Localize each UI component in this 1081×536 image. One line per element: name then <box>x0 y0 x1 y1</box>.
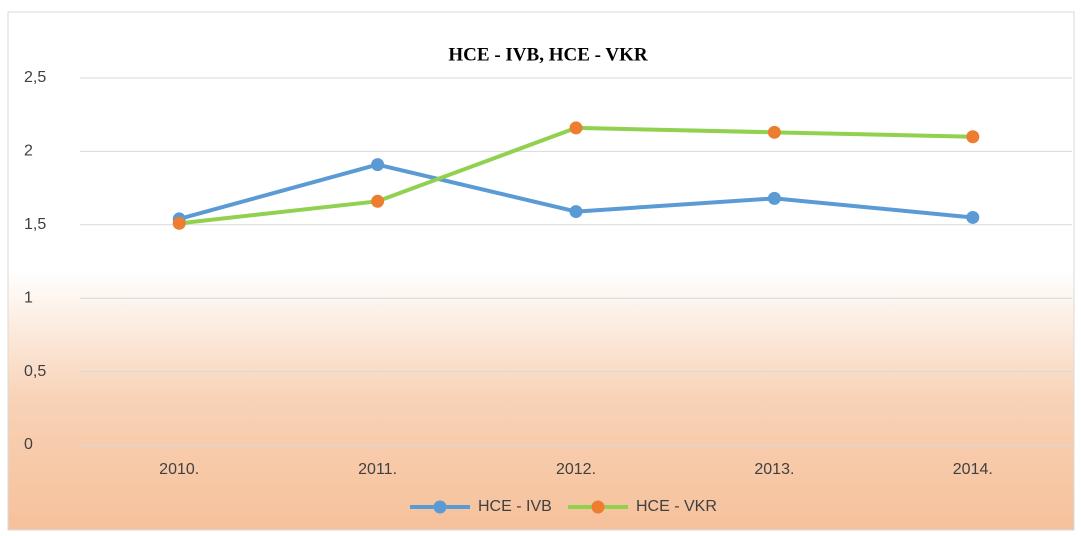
data-point <box>569 205 583 219</box>
y-tick-label: 1 <box>24 289 33 306</box>
x-tick-label: 2012. <box>556 461 596 478</box>
legend-label: HCE - IVB <box>478 498 552 515</box>
data-point <box>371 194 385 208</box>
x-tick-label: 2010. <box>159 461 199 478</box>
data-point <box>767 191 781 205</box>
y-tick-label: 2 <box>24 143 33 160</box>
y-tick-label: 0 <box>24 436 33 453</box>
legend-marker <box>433 500 447 514</box>
data-point <box>172 216 186 230</box>
y-tick-label: 0,5 <box>24 363 46 380</box>
legend-label: HCE - VKR <box>636 498 717 515</box>
y-tick-label: 2,5 <box>24 69 46 86</box>
data-point <box>569 121 583 135</box>
data-point <box>767 125 781 139</box>
x-tick-label: 2014. <box>953 461 993 478</box>
x-tick-label: 2011. <box>358 461 397 478</box>
data-point <box>371 158 385 172</box>
chart-title: HCE - IVB, HCE - VKR <box>448 44 647 65</box>
x-tick-label: 2013. <box>754 461 794 478</box>
chart-background <box>7 11 1075 531</box>
legend-marker <box>591 500 605 514</box>
data-point <box>966 210 980 224</box>
y-tick-label: 1,5 <box>24 216 46 233</box>
data-point <box>966 130 980 144</box>
